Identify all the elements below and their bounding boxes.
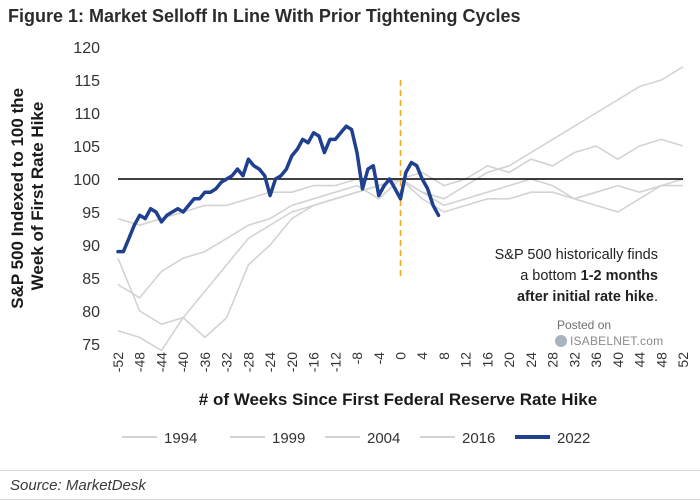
y-tick-label: 75 (82, 337, 100, 354)
watermark-posted: Posted on (557, 318, 612, 332)
y-axis-ticks: 75 80 85 90 95 100 105 110 115 120 (73, 40, 100, 354)
x-tick-label: 48 (653, 352, 669, 368)
x-tick-label: -32 (219, 352, 235, 372)
x-tick-label: 0 (393, 352, 409, 360)
legend-label-2022: 2022 (557, 430, 590, 447)
legend-label-1994: 1994 (164, 430, 197, 447)
x-tick-label: -36 (197, 352, 213, 372)
x-tick-label: 12 (458, 352, 474, 368)
y-tick-label: 85 (82, 271, 100, 288)
legend-label-2004: 2004 (367, 430, 400, 447)
x-tick-label: -24 (262, 352, 278, 372)
y-tick-label: 90 (82, 238, 100, 255)
watermark: Posted on ISABELNET.com (555, 318, 663, 348)
annotation-line-2-pre: a bottom (520, 268, 581, 284)
x-tick-label: 52 (675, 352, 691, 368)
y-axis-label: S&P 500 Indexed to 100 the Week of First… (8, 83, 47, 309)
watermark-site-text: ISABELNET.com (570, 334, 664, 348)
x-tick-label: 44 (632, 352, 648, 368)
isabelnet-logo-icon (555, 335, 567, 347)
y-tick-label: 120 (73, 40, 100, 57)
x-axis-ticks: -52 -48 -44 -40 -36 -32 -28 -24 -20 -16 -12 -8 -4 0 4 8… (110, 352, 691, 373)
x-tick-label: 24 (523, 352, 539, 368)
y-tick-label: 115 (74, 73, 100, 90)
x-tick-label: -4 (371, 352, 387, 365)
x-axis-label: # of Weeks Since First Federal Reserve R… (199, 390, 597, 409)
watermark-site: ISABELNET.com (555, 334, 663, 348)
x-tick-label: 40 (610, 352, 626, 368)
x-tick-label: -40 (175, 352, 191, 372)
legend: 1994 1999 2004 2016 2022 (122, 430, 590, 447)
x-tick-label: 28 (545, 352, 561, 368)
x-tick-label: 32 (566, 352, 582, 368)
y-tick-label: 110 (74, 106, 100, 123)
x-tick-label: 36 (588, 352, 604, 368)
x-tick-label: -52 (110, 352, 126, 372)
x-tick-label: 4 (414, 352, 430, 360)
series-2022-group (116, 124, 441, 254)
annotation-line-3-bold: after initial rate hike (516, 289, 654, 305)
x-tick-label: -12 (327, 352, 343, 372)
y-tick-label: 95 (82, 205, 100, 222)
annotation-line-1: S&P 500 historically finds (494, 247, 658, 263)
x-tick-label: -28 (240, 352, 256, 372)
x-tick-label: -8 (349, 352, 365, 365)
legend-label-1999: 1999 (272, 430, 305, 447)
divider-line (0, 470, 700, 471)
annotation-line-2-bold: 1-2 months (580, 268, 658, 284)
y-tick-label: 105 (73, 139, 100, 156)
reference-layer (118, 80, 683, 278)
x-tick-label: -48 (132, 352, 148, 372)
x-tick-label: 20 (501, 352, 517, 368)
x-tick-label: -44 (154, 352, 170, 372)
legend-label-2016: 2016 (462, 430, 495, 447)
x-tick-label: 8 (436, 352, 452, 360)
figure-title: Figure 1: Market Selloff In Line With Pr… (8, 6, 521, 26)
series-line-2022 (116, 124, 441, 254)
source-note: Source: MarketDesk (10, 477, 146, 494)
annotation-line-3-post: . (653, 289, 658, 305)
x-tick-label: -16 (306, 352, 322, 372)
x-tick-label: 16 (479, 352, 495, 368)
annotation: S&P 500 historically finds a bottom 1-2 … (440, 245, 658, 308)
x-tick-label: -20 (284, 352, 300, 372)
y-tick-label: 100 (73, 172, 100, 189)
y-tick-label: 80 (82, 304, 100, 321)
historical-series-group (117, 66, 684, 352)
